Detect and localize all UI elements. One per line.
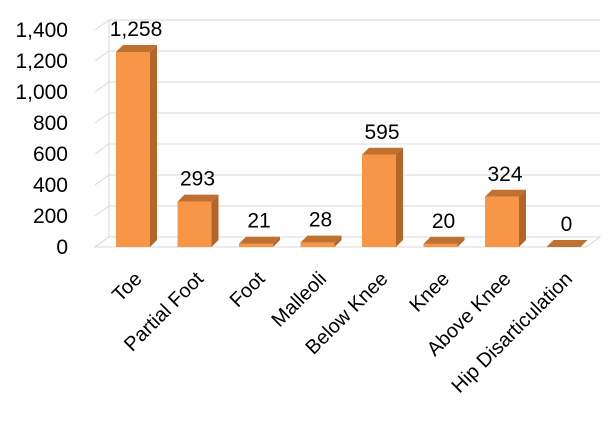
gridline — [94, 19, 600, 31]
bar — [485, 189, 526, 247]
bar-front — [116, 52, 150, 248]
data-label: 20 — [432, 210, 455, 233]
category-label: Foot — [226, 268, 270, 312]
category-label: Malleoli — [268, 268, 332, 332]
bar-side — [519, 189, 526, 247]
bar-top — [239, 236, 280, 244]
bar-top — [423, 236, 465, 244]
bar — [116, 45, 157, 248]
bar — [423, 236, 465, 247]
bar-front — [423, 243, 458, 247]
category-label: Knee — [405, 268, 454, 317]
bar-front — [485, 196, 519, 247]
bar-top — [116, 45, 157, 53]
bar-top — [485, 189, 526, 197]
bar-front — [177, 201, 212, 247]
gridline — [94, 81, 600, 93]
gridline — [94, 50, 600, 62]
bar — [177, 194, 219, 247]
data-label: 0 — [561, 213, 573, 236]
data-label: 324 — [487, 163, 522, 186]
y-axis-tick-labels: 0 200 400 600 800 1,000 1,200 1,400 — [15, 19, 68, 259]
bar-side — [334, 235, 342, 247]
bar — [239, 236, 280, 247]
bar-side — [457, 236, 465, 247]
data-label: 595 — [364, 121, 399, 144]
bar-front — [239, 243, 273, 247]
gridline — [94, 143, 600, 155]
data-label: 1,258 — [110, 18, 163, 41]
y-tick-label: 400 — [33, 174, 68, 197]
y-tick-label: 800 — [33, 112, 68, 135]
chart-floor — [93, 20, 602, 248]
data-label: 293 — [180, 168, 215, 191]
y-tick-label: 0 — [56, 236, 68, 259]
category-label: Hip Disarticulation — [448, 268, 578, 398]
category-label: Toe — [108, 268, 146, 306]
bar-top — [362, 147, 403, 155]
chart-floor-plane — [93, 236, 602, 248]
bar-side — [396, 147, 403, 247]
bar-side — [273, 236, 280, 247]
bar-front — [362, 154, 396, 247]
bar-top — [177, 194, 219, 202]
y-tick-label: 1,000 — [15, 81, 68, 104]
bars — [116, 45, 588, 248]
y-tick-label: 1,200 — [15, 50, 68, 73]
bar-top — [546, 240, 588, 247]
bar-top — [300, 235, 342, 243]
bar-side — [150, 45, 157, 248]
y-tick-label: 200 — [33, 205, 68, 228]
data-label: 21 — [247, 210, 270, 233]
gridline — [94, 112, 600, 124]
gridline — [94, 174, 600, 186]
bar — [362, 147, 403, 247]
y-tick-label: 1,400 — [15, 19, 68, 42]
data-label: 28 — [309, 209, 332, 232]
bar — [300, 235, 342, 247]
bar-side — [211, 194, 219, 247]
bar-front — [300, 242, 335, 247]
bar — [546, 240, 588, 247]
y-tick-label: 600 — [33, 143, 68, 166]
data-labels: 1,258 293 21 28 595 20 324 0 — [110, 18, 573, 236]
